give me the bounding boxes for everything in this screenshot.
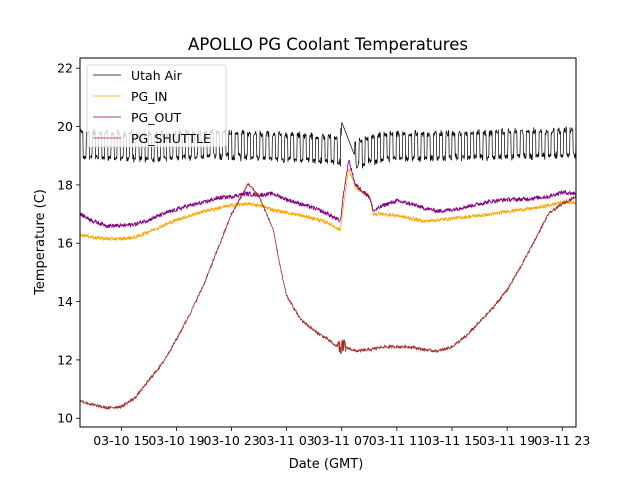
- chart-title: APOLLO PG Coolant Temperatures: [188, 35, 468, 54]
- legend-item: PG_IN: [93, 89, 168, 104]
- x-tick-label: 03-10 23: [203, 433, 259, 448]
- series-line-pg-in: [80, 169, 576, 242]
- legend-label: Utah Air: [131, 68, 183, 83]
- y-tick-label: 14: [57, 294, 73, 309]
- x-tick-label: 03-11 03: [259, 433, 315, 448]
- x-tick-label: 03-11 23: [534, 433, 590, 448]
- y-tick-label: 12: [57, 352, 73, 367]
- legend-item: Utah Air: [93, 68, 183, 83]
- x-tick-label: 03-11 11: [369, 433, 425, 448]
- legend-box: [86, 64, 227, 148]
- legend-item: PG_SHUTTLE: [93, 131, 211, 146]
- y-tick-label: 16: [57, 236, 73, 251]
- x-tick-label: 03-10 15: [93, 433, 149, 448]
- y-tick-label: 20: [57, 119, 73, 134]
- x-tick-label: 03-11 19: [479, 433, 535, 448]
- y-axis-ticks: 10 12 14 16 18 20 22: [57, 61, 80, 426]
- y-tick-label: 10: [57, 411, 73, 426]
- y-axis-label: Temperature (C): [33, 189, 48, 296]
- series-line-pg-shuttle: [80, 182, 576, 411]
- legend-item: PG_OUT: [93, 110, 181, 125]
- x-axis-label: Date (GMT): [289, 457, 364, 472]
- legend: Utah Air PG_IN PG_OUT PG_SHUTTLE: [86, 64, 227, 148]
- y-tick-label: 22: [57, 61, 73, 76]
- axes-frame: [79, 57, 577, 428]
- x-tick-label: 03-11 07: [314, 433, 370, 448]
- x-tick-label: 03-11 15: [424, 433, 480, 448]
- legend-label: PG_SHUTTLE: [131, 131, 211, 146]
- legend-label: PG_OUT: [131, 110, 181, 125]
- legend-label: PG_IN: [131, 89, 168, 104]
- series-line-pg-out: [80, 159, 576, 229]
- y-tick-label: 18: [57, 177, 73, 192]
- x-tick-label: 03-10 19: [148, 433, 204, 448]
